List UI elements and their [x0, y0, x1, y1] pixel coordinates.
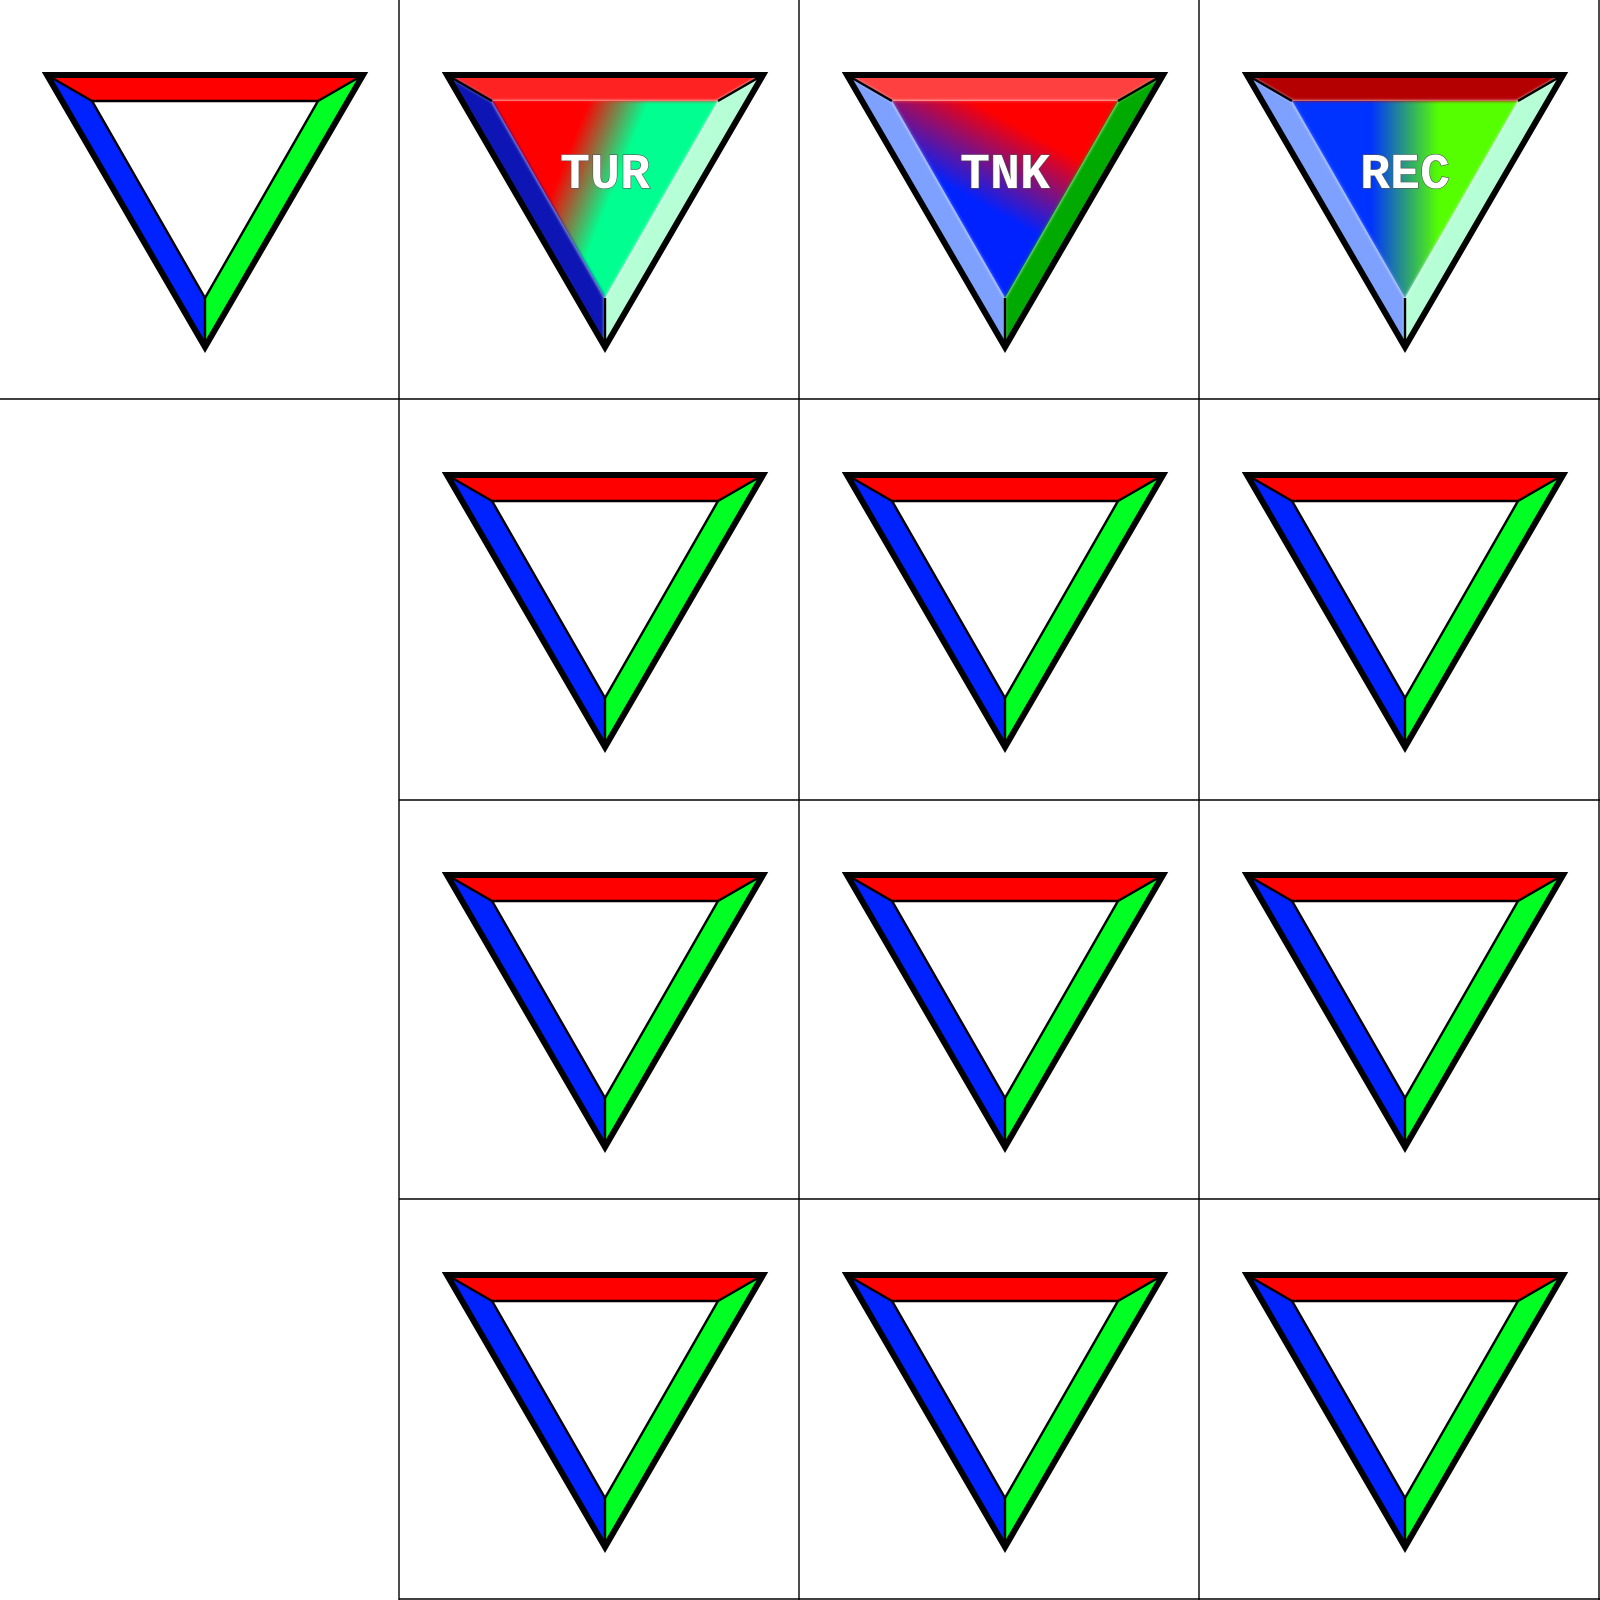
triangle-icon: REC	[1241, 72, 1569, 353]
bevel-line	[717, 873, 764, 903]
bevel-line	[1246, 473, 1293, 503]
outer-outline	[841, 472, 1169, 753]
triangle-icon: TNK	[841, 72, 1169, 353]
triangle-icon	[1241, 872, 1569, 1153]
top-edge	[847, 475, 1163, 501]
bevel-line	[317, 73, 364, 103]
bevel-line	[1246, 873, 1293, 903]
inner-outline	[489, 1299, 721, 1501]
top-edge	[1247, 1275, 1563, 1301]
outer-outline	[441, 72, 769, 353]
bevel-line	[446, 873, 493, 903]
inner-outline	[1289, 899, 1521, 1101]
outer-outline	[1241, 872, 1569, 1153]
bevel-line	[846, 873, 893, 903]
bevel-line	[1517, 1273, 1564, 1303]
triangle-hole	[492, 1301, 718, 1498]
outer-outline	[1241, 72, 1569, 353]
top-edge	[447, 875, 763, 901]
top-edge	[47, 75, 363, 101]
bevel-line	[846, 73, 893, 103]
bevel-line	[1246, 1273, 1293, 1303]
bevel-line	[1517, 873, 1564, 903]
outer-outline	[1241, 472, 1569, 753]
bevel-line	[846, 1273, 893, 1303]
top-edge	[1247, 875, 1563, 901]
triangle-icon	[841, 472, 1169, 753]
inner-outline	[889, 1299, 1121, 1501]
bevel-line	[846, 473, 893, 503]
bevel-line	[1517, 73, 1564, 103]
inner-outline	[1289, 1299, 1521, 1501]
triangle-hole	[892, 901, 1118, 1098]
triangle-icon: TUR	[441, 72, 769, 353]
top-edge	[447, 1275, 763, 1301]
outer-outline	[1241, 1272, 1569, 1553]
bevel-line	[1117, 1273, 1164, 1303]
outer-outline	[441, 1272, 769, 1553]
outer-outline	[841, 1272, 1169, 1553]
bevel-line	[446, 1273, 493, 1303]
top-edge	[447, 475, 763, 501]
triangle-label: REC	[1360, 147, 1450, 204]
inner-outline	[89, 99, 321, 301]
bevel-line	[1117, 73, 1164, 103]
triangle-icon	[441, 872, 769, 1153]
top-edge	[447, 75, 763, 101]
outer-outline	[441, 472, 769, 753]
triangle-icon	[841, 872, 1169, 1153]
triangle-hole	[892, 501, 1118, 698]
outer-outline	[41, 72, 369, 353]
triangle-label: TNK	[960, 147, 1050, 204]
bevel-line	[446, 473, 493, 503]
triangle-icon	[1241, 472, 1569, 753]
bevel-line	[1117, 473, 1164, 503]
triangle-fill	[892, 101, 1118, 298]
inner-outline	[889, 499, 1121, 701]
triangle-hole	[92, 101, 318, 298]
triangle-icon	[1241, 1272, 1569, 1553]
top-edge	[1247, 475, 1563, 501]
top-edge	[847, 1275, 1163, 1301]
top-edge	[1247, 75, 1563, 101]
bevel-line	[1246, 73, 1293, 103]
triangle-hole	[1292, 1301, 1518, 1498]
outer-outline	[841, 72, 1169, 353]
inner-outline	[1289, 499, 1521, 701]
outer-outline	[441, 872, 769, 1153]
bevel-line	[717, 1273, 764, 1303]
triangle-icon	[441, 1272, 769, 1553]
inner-outline	[489, 499, 721, 701]
triangle-fill	[1292, 101, 1518, 298]
triangle-icon	[441, 472, 769, 753]
bevel-line	[46, 73, 93, 103]
triangle-hole	[492, 901, 718, 1098]
outer-outline	[841, 872, 1169, 1153]
bevel-line	[446, 73, 493, 103]
inner-outline	[489, 899, 721, 1101]
bevel-line	[717, 473, 764, 503]
triangle-icon	[41, 72, 369, 353]
inner-outline	[889, 899, 1121, 1101]
triangle-hole	[1292, 501, 1518, 698]
triangle-label: TUR	[560, 147, 650, 204]
triangle-fill	[492, 101, 718, 298]
bevel-line	[1517, 473, 1564, 503]
bevel-line	[1117, 873, 1164, 903]
triangle-icon	[841, 1272, 1169, 1553]
top-edge	[847, 75, 1163, 101]
triangle-hole	[492, 501, 718, 698]
triangles-layer: TUR TNK REC	[41, 72, 1569, 1553]
triangle-hole	[1292, 901, 1518, 1098]
bevel-line	[717, 73, 764, 103]
triangle-hole	[892, 1301, 1118, 1498]
top-edge	[847, 875, 1163, 901]
